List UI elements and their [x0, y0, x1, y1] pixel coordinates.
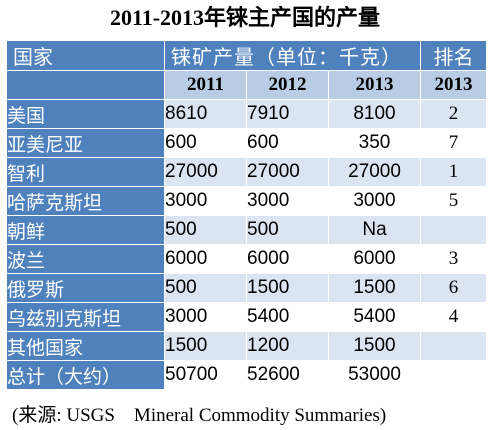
- value-cell-2011: 1500: [164, 331, 247, 361]
- value-cell-2013: 1500: [327, 273, 422, 303]
- value-cell-2012: 52600: [246, 360, 329, 390]
- value-cell-2012: 1500: [246, 273, 329, 303]
- value-cell-2012: 3000: [246, 186, 329, 216]
- year-2011: 2011: [164, 70, 247, 100]
- country-name: 俄罗斯: [6, 273, 165, 303]
- value-cell-2012: 600: [246, 128, 329, 158]
- table-row: 其他国家 1500 1200 1500: [6, 331, 488, 361]
- source-note: (来源: USGS Mineral Commodity Summaries): [12, 405, 387, 426]
- rank-cell: [420, 360, 488, 390]
- value-cell-2013: 8100: [327, 99, 422, 129]
- value-cell-2012: 5400: [246, 302, 329, 332]
- rank-cell: 1: [420, 157, 488, 187]
- country-name: 美国: [6, 99, 165, 129]
- value-cell-2011: 3000: [164, 302, 247, 332]
- country-name: 哈萨克斯坦: [6, 186, 165, 216]
- value-cell-2012: 27000: [246, 157, 329, 187]
- value-cell-2011: 8610: [164, 99, 247, 129]
- table-title: 2011-2013年铼主产国的产量: [109, 5, 381, 30]
- value-cell-2011: 27000: [164, 157, 247, 187]
- value-cell-2013: 27000: [327, 157, 422, 187]
- header-row: 国家 铼矿产量（单位：千克） 排名: [6, 40, 488, 71]
- country-name: 波兰: [6, 244, 165, 274]
- table-row: 哈萨克斯坦 3000 3000 3000 5: [6, 186, 488, 216]
- value-cell-2011: 3000: [164, 186, 247, 216]
- production-table: 国家 铼矿产量（单位：千克） 排名 2011 2012 2013 2013 美国…: [6, 40, 488, 390]
- value-cell-2013: 53000: [327, 360, 422, 390]
- value-cell-2013: 1500: [327, 331, 422, 361]
- value-cell-2013: 6000: [327, 244, 422, 274]
- value-cell-2012: 500: [246, 215, 329, 245]
- rank-cell: 3: [420, 244, 488, 274]
- header-country: 国家: [6, 40, 165, 71]
- country-name: 其他国家: [6, 331, 165, 361]
- year-2013-rank: 2013: [420, 70, 488, 100]
- table-row: 美国 8610 7910 8100 2: [6, 99, 488, 129]
- header-unit: 铼矿产量（单位：千克）: [163, 40, 422, 71]
- rank-cell: 6: [420, 273, 488, 303]
- value-cell-2012: 1200: [246, 331, 329, 361]
- value-cell-2013: 5400: [327, 302, 422, 332]
- country-name: 亚美尼亚: [6, 128, 165, 158]
- value-cell-2012: 6000: [246, 244, 329, 274]
- table-row: 俄罗斯 500 1500 1500 6: [6, 273, 488, 303]
- table-row: 朝鲜 500 500 Na: [6, 215, 488, 245]
- rank-cell: 5: [420, 186, 488, 216]
- year-blank-cell: [6, 70, 165, 100]
- table-row: 智利 27000 27000 27000 1: [6, 157, 488, 187]
- rank-cell: 4: [420, 302, 488, 332]
- value-cell-2011: 50700: [164, 360, 247, 390]
- value-cell-2011: 6000: [164, 244, 247, 274]
- value-cell-2013: 350: [327, 128, 422, 158]
- table-row: 亚美尼亚 600 600 350 7: [6, 128, 488, 158]
- year-2013: 2013: [327, 70, 422, 100]
- rank-cell: [420, 331, 488, 361]
- value-cell-2011: 600: [164, 128, 247, 158]
- rank-cell: [420, 215, 488, 245]
- country-name: 朝鲜: [6, 215, 165, 245]
- value-cell-2013: Na: [327, 215, 422, 245]
- rank-cell: 2: [420, 99, 488, 129]
- value-cell-2011: 500: [164, 273, 247, 303]
- country-name: 智利: [6, 157, 165, 187]
- table-row: 乌兹别克斯坦 3000 5400 5400 4: [6, 302, 488, 332]
- rank-cell: 7: [420, 128, 488, 158]
- value-cell-2012: 7910: [246, 99, 329, 129]
- table-row: 总计（大约） 50700 52600 53000: [6, 360, 488, 390]
- year-2012: 2012: [246, 70, 329, 100]
- country-name: 总计（大约）: [6, 360, 165, 390]
- value-cell-2013: 3000: [327, 186, 422, 216]
- year-row: 2011 2012 2013 2013: [6, 70, 488, 100]
- country-name: 乌兹别克斯坦: [6, 302, 165, 332]
- header-rank: 排名: [420, 40, 488, 71]
- table-row: 波兰 6000 6000 6000 3: [6, 244, 488, 274]
- value-cell-2011: 500: [164, 215, 247, 245]
